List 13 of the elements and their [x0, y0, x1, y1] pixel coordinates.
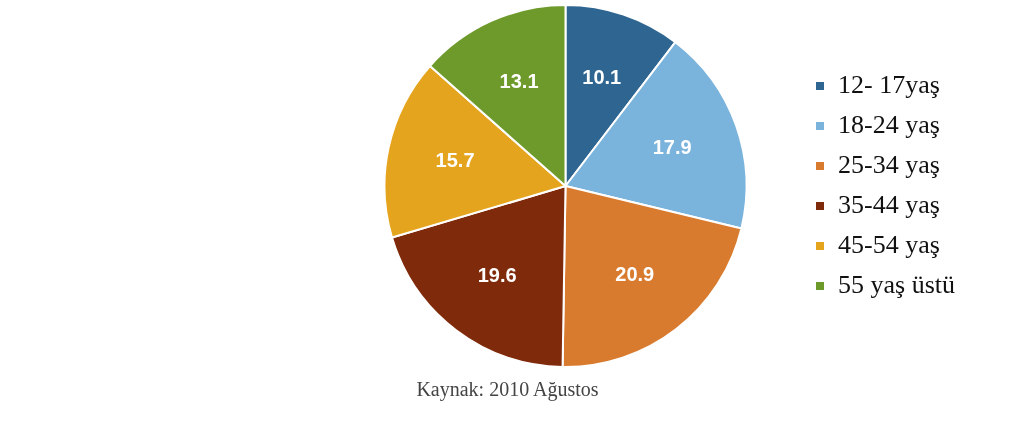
data-label: 20.9 [615, 262, 655, 285]
legend-label: 45-54 yaş [838, 229, 940, 259]
legend-label: 55 yaş üstü [838, 269, 955, 299]
legend-label: 25-34 yaş [838, 149, 940, 179]
legend-label: 18-24 yaş [838, 109, 940, 139]
data-label: 10.1 [582, 66, 622, 89]
legend-label: 12- 17yaş [838, 69, 940, 99]
data-label: 15.7 [435, 149, 475, 172]
data-label: 19.6 [477, 263, 517, 286]
data-label: 13.1 [499, 70, 539, 93]
text: Kaynak: 2010 Ağustos [415, 378, 600, 401]
data-label: 17.9 [652, 135, 692, 158]
legend-label: 35-44 yaş [838, 189, 940, 219]
